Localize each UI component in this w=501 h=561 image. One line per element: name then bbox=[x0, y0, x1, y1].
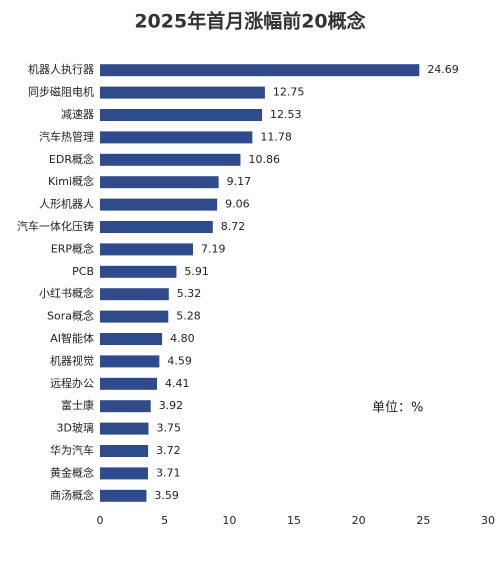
value-label: 9.17 bbox=[227, 175, 252, 188]
value-label: 9.06 bbox=[225, 198, 250, 211]
unit-note: 单位：% bbox=[372, 401, 423, 416]
x-tick-label: 30 bbox=[481, 514, 495, 527]
y-tick-label: 汽车一体化压铸 bbox=[17, 219, 94, 233]
bar bbox=[100, 153, 241, 166]
bar bbox=[100, 243, 193, 256]
value-label: 3.59 bbox=[154, 489, 179, 502]
x-tick-label: 15 bbox=[287, 514, 301, 527]
bar bbox=[100, 109, 263, 121]
x-tick-label: 5 bbox=[161, 514, 168, 527]
value-label: 3.72 bbox=[156, 444, 181, 457]
value-label: 4.80 bbox=[170, 332, 195, 345]
bar bbox=[100, 131, 253, 144]
bar bbox=[100, 445, 149, 457]
bar bbox=[100, 400, 151, 413]
value-label: 4.59 bbox=[167, 354, 192, 367]
y-tick-label: 3D玻璃 bbox=[57, 421, 94, 435]
y-tick-label: ERP概念 bbox=[51, 241, 94, 255]
chart-title: 2025年首月涨幅前20概念 bbox=[134, 10, 365, 33]
y-tick-label: 机器视觉 bbox=[50, 353, 94, 367]
y-tick-label: Kimi概念 bbox=[48, 174, 94, 188]
value-label: 11.78 bbox=[260, 130, 292, 143]
value-label: 12.53 bbox=[270, 108, 302, 121]
value-label: 7.19 bbox=[201, 242, 226, 255]
y-tick-label: 富士康 bbox=[61, 398, 94, 412]
bar bbox=[100, 310, 169, 323]
value-label: 3.71 bbox=[156, 466, 181, 479]
y-tick-label: 机器人执行器 bbox=[28, 62, 94, 76]
y-tick-label: 同步磁阻电机 bbox=[28, 85, 94, 99]
bar bbox=[100, 422, 149, 435]
bar bbox=[100, 64, 420, 77]
y-tick-label: 减速器 bbox=[61, 108, 94, 121]
bar bbox=[100, 489, 147, 502]
x-tick-label: 20 bbox=[352, 514, 366, 527]
bar bbox=[100, 198, 218, 211]
y-tick-label: EDR概念 bbox=[49, 152, 94, 166]
bar bbox=[100, 467, 148, 480]
y-tick-label: 远程办公 bbox=[50, 377, 94, 390]
bar bbox=[100, 355, 160, 368]
y-tick-label: AI智能体 bbox=[50, 331, 94, 345]
bar bbox=[100, 221, 213, 233]
bar bbox=[100, 377, 158, 390]
y-tick-label: 华为汽车 bbox=[50, 443, 94, 457]
y-tick-label: 小红书概念 bbox=[39, 286, 94, 300]
bar bbox=[100, 86, 265, 99]
x-tick-label: 25 bbox=[416, 514, 430, 527]
bar bbox=[100, 265, 177, 278]
bar bbox=[100, 176, 219, 189]
y-tick-label: 人形机器人 bbox=[39, 197, 94, 211]
y-tick-label: 汽车热管理 bbox=[39, 129, 94, 143]
value-label: 3.92 bbox=[159, 399, 184, 412]
bar bbox=[100, 333, 163, 345]
y-tick-label: Sora概念 bbox=[47, 309, 94, 323]
value-label: 3.75 bbox=[157, 422, 182, 435]
value-label: 5.32 bbox=[177, 287, 202, 300]
value-label: 4.41 bbox=[165, 377, 190, 390]
value-label: 12.75 bbox=[273, 86, 305, 99]
y-tick-label: PCB bbox=[72, 265, 94, 278]
value-label: 8.72 bbox=[221, 220, 246, 233]
value-label: 5.91 bbox=[184, 265, 209, 278]
value-label: 5.28 bbox=[176, 310, 201, 323]
value-label: 10.86 bbox=[248, 153, 280, 166]
bar bbox=[100, 288, 169, 301]
y-tick-label: 黄金概念 bbox=[50, 465, 94, 479]
x-tick-label: 0 bbox=[97, 514, 104, 527]
y-tick-label: 商汤概念 bbox=[50, 488, 94, 502]
x-tick-label: 10 bbox=[222, 514, 236, 527]
value-label: 24.69 bbox=[427, 63, 459, 76]
